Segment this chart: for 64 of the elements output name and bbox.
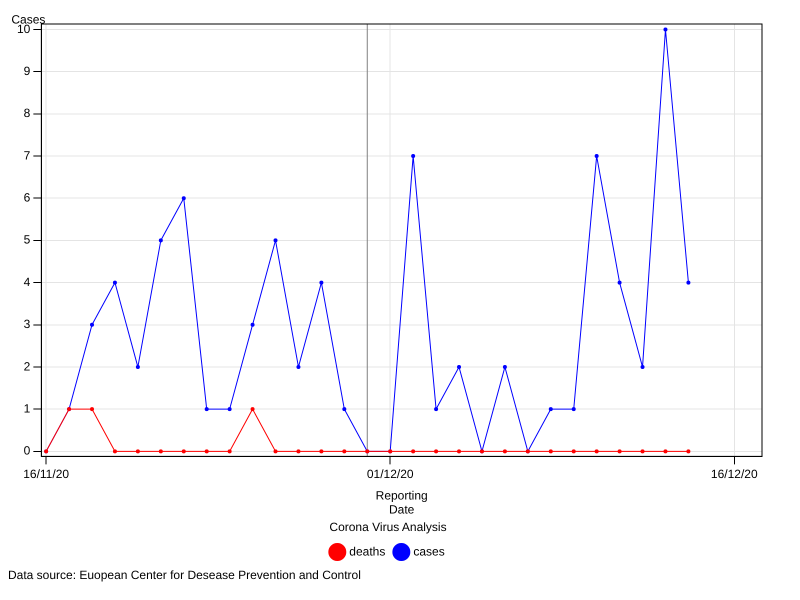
y-tick-label: 2	[24, 359, 31, 374]
point	[640, 364, 645, 369]
point	[640, 449, 645, 454]
point	[274, 449, 278, 454]
point	[136, 364, 140, 369]
point	[686, 449, 690, 454]
point	[250, 322, 255, 327]
point	[90, 407, 94, 412]
point	[594, 154, 599, 158]
point	[296, 449, 300, 454]
y-tick-label: 3	[24, 317, 31, 332]
point	[319, 280, 324, 285]
legend-title: Corona Virus Analysis	[329, 520, 447, 534]
y-tick-label: 6	[24, 190, 31, 205]
point	[457, 364, 462, 369]
point	[296, 364, 300, 369]
point	[112, 449, 117, 454]
y-tick-label: 1	[24, 401, 31, 416]
point	[618, 449, 622, 454]
point	[228, 449, 232, 454]
y-tick-label: 8	[24, 106, 31, 120]
point	[594, 449, 599, 454]
y-tick-label: 7	[24, 148, 31, 162]
point	[228, 407, 232, 412]
y-tick-label: 9	[24, 64, 31, 78]
point	[204, 407, 209, 412]
y-tick-label: 4	[24, 274, 31, 289]
point	[572, 407, 576, 412]
y-tick-label: 5	[24, 232, 31, 247]
point	[274, 238, 278, 242]
point	[158, 449, 163, 454]
point	[250, 407, 255, 412]
point	[112, 280, 117, 285]
point	[158, 238, 163, 242]
point	[663, 449, 668, 454]
point	[342, 449, 346, 454]
point	[572, 449, 576, 454]
point	[411, 154, 416, 158]
x-tick-label: 16/11/20	[23, 466, 70, 481]
point	[342, 407, 346, 412]
point	[548, 407, 553, 412]
legend-label: deaths	[349, 544, 386, 558]
point	[411, 449, 416, 454]
legend-label: cases	[413, 544, 445, 558]
point	[548, 449, 553, 454]
point	[204, 449, 209, 454]
x-tick-label: 16/12/20	[710, 466, 758, 481]
x-tick-label: 01/12/20	[366, 466, 414, 481]
point	[182, 196, 186, 200]
point	[457, 449, 462, 454]
point	[663, 27, 668, 32]
point	[502, 364, 507, 369]
point	[502, 449, 507, 454]
y-tick-label: 0	[24, 444, 31, 458]
point	[686, 280, 690, 285]
x-axis-title: Reporting Date	[376, 488, 428, 517]
point	[182, 449, 186, 454]
point	[618, 280, 622, 285]
point	[434, 407, 438, 412]
point	[434, 449, 438, 454]
source-note: Data source: Euopean Center for Desease Prevention and Control	[8, 568, 362, 582]
point	[90, 322, 94, 327]
point	[136, 449, 140, 454]
point	[319, 449, 324, 454]
